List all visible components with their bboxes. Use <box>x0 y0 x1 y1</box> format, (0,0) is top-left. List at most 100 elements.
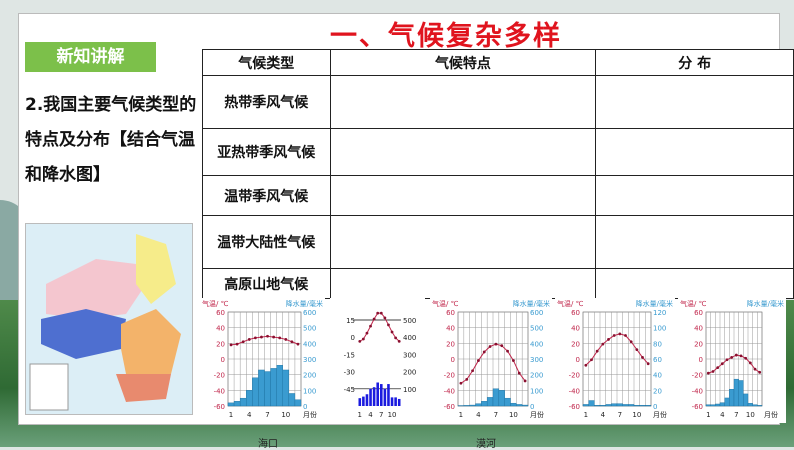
temp-tick: -30 <box>344 369 355 377</box>
precip-bar <box>589 401 595 406</box>
climate-table: 气候类型 气候特点 分 布 热带季风气候 亚热带季风气候 温带季风气候 温带大陆… <box>202 49 794 299</box>
precip-bar <box>706 405 711 406</box>
temp-point <box>254 336 257 339</box>
features-cell[interactable] <box>330 216 596 269</box>
x-axis-unit: 月份 <box>303 410 317 419</box>
temp-point <box>506 350 509 353</box>
temp-axis-label: 气温/ ℃ <box>202 299 229 308</box>
precip-tick: 100 <box>403 386 416 394</box>
temp-point <box>735 354 738 357</box>
temp-tick: -60 <box>692 403 703 411</box>
precip-bar <box>289 393 295 406</box>
precip-bar <box>369 389 372 406</box>
temp-point <box>465 378 468 381</box>
temp-tick: -60 <box>214 403 225 411</box>
temp-tick: -40 <box>214 387 225 395</box>
temp-point <box>398 340 401 343</box>
temp-point <box>607 338 610 341</box>
x-tick: 7 <box>265 411 269 419</box>
temp-point <box>754 368 757 371</box>
temp-point <box>712 370 715 373</box>
temp-tick: 20 <box>571 340 580 348</box>
temp-point <box>641 356 644 359</box>
precip-bar <box>634 405 640 406</box>
temp-point <box>512 359 515 362</box>
temp-point <box>730 356 733 359</box>
precip-bar <box>265 372 271 406</box>
features-cell[interactable] <box>330 176 596 216</box>
precip-tick: 60 <box>653 356 662 364</box>
precip-tick: 400 <box>530 340 543 348</box>
temp-tick: 0 <box>221 356 225 364</box>
temp-point <box>373 318 376 321</box>
x-tick: 1 <box>229 411 233 419</box>
temp-tick: 0 <box>576 356 580 364</box>
precip-bar <box>373 387 376 406</box>
distribution-cell[interactable] <box>596 176 794 216</box>
precip-tick: 400 <box>403 334 416 342</box>
precip-bar <box>387 384 390 406</box>
precip-bar <box>277 365 283 406</box>
features-cell[interactable] <box>330 76 596 129</box>
temp-point <box>618 333 621 336</box>
temp-tick: -60 <box>569 403 580 411</box>
temp-point <box>387 324 390 327</box>
china-climate-map <box>25 223 193 415</box>
temp-axis-label: 气温/ ℃ <box>680 299 707 308</box>
temp-tick: -20 <box>692 372 703 380</box>
temp-point <box>758 371 761 374</box>
temp-tick: -40 <box>692 387 703 395</box>
x-tick: 7 <box>734 411 738 419</box>
temp-point <box>460 382 463 385</box>
temp-point <box>278 336 281 339</box>
features-cell[interactable] <box>330 269 596 299</box>
distribution-cell[interactable] <box>596 269 794 299</box>
temp-tick: -20 <box>444 372 455 380</box>
distribution-cell[interactable] <box>596 216 794 269</box>
temp-point <box>518 372 521 375</box>
precip-tick: 100 <box>530 387 543 395</box>
x-tick: 1 <box>459 411 463 419</box>
precip-tick: 500 <box>530 325 543 333</box>
temp-point <box>584 364 587 367</box>
temp-point <box>230 344 233 347</box>
precip-axis-label: 降水量/毫米 <box>513 299 550 308</box>
x-tick: 10 <box>746 411 755 419</box>
precip-tick: 300 <box>303 356 316 364</box>
features-cell[interactable] <box>330 129 596 176</box>
x-tick: 10 <box>632 411 641 419</box>
precip-tick: 400 <box>303 340 316 348</box>
precip-tick: 300 <box>530 356 543 364</box>
precip-tick: 200 <box>303 372 316 380</box>
x-tick: 10 <box>281 411 290 419</box>
distribution-cell[interactable] <box>596 129 794 176</box>
temp-point <box>749 362 752 365</box>
temp-tick: -15 <box>344 351 355 359</box>
precip-tick: 40 <box>653 372 662 380</box>
precip-bar <box>611 404 617 406</box>
temp-point <box>366 332 369 335</box>
x-axis-unit: 月份 <box>764 410 778 419</box>
precip-tick: 200 <box>530 372 543 380</box>
precip-bar <box>252 378 258 406</box>
precip-axis-label: 降水量/毫米 <box>636 299 673 308</box>
temp-point <box>590 358 593 361</box>
precip-bar <box>481 401 487 406</box>
distribution-cell[interactable] <box>596 76 794 129</box>
precip-bar <box>380 384 383 406</box>
row-label: 高原山地气候 <box>203 269 331 299</box>
precip-tick: 0 <box>653 403 657 411</box>
temp-point <box>489 345 492 348</box>
temp-point <box>391 331 394 334</box>
precip-bar <box>362 397 365 406</box>
x-tick: 1 <box>358 411 362 419</box>
temp-point <box>477 359 480 362</box>
temp-point <box>236 343 239 346</box>
precip-bar <box>295 400 301 406</box>
temp-tick: 0 <box>451 356 455 364</box>
x-tick: 7 <box>379 411 383 419</box>
